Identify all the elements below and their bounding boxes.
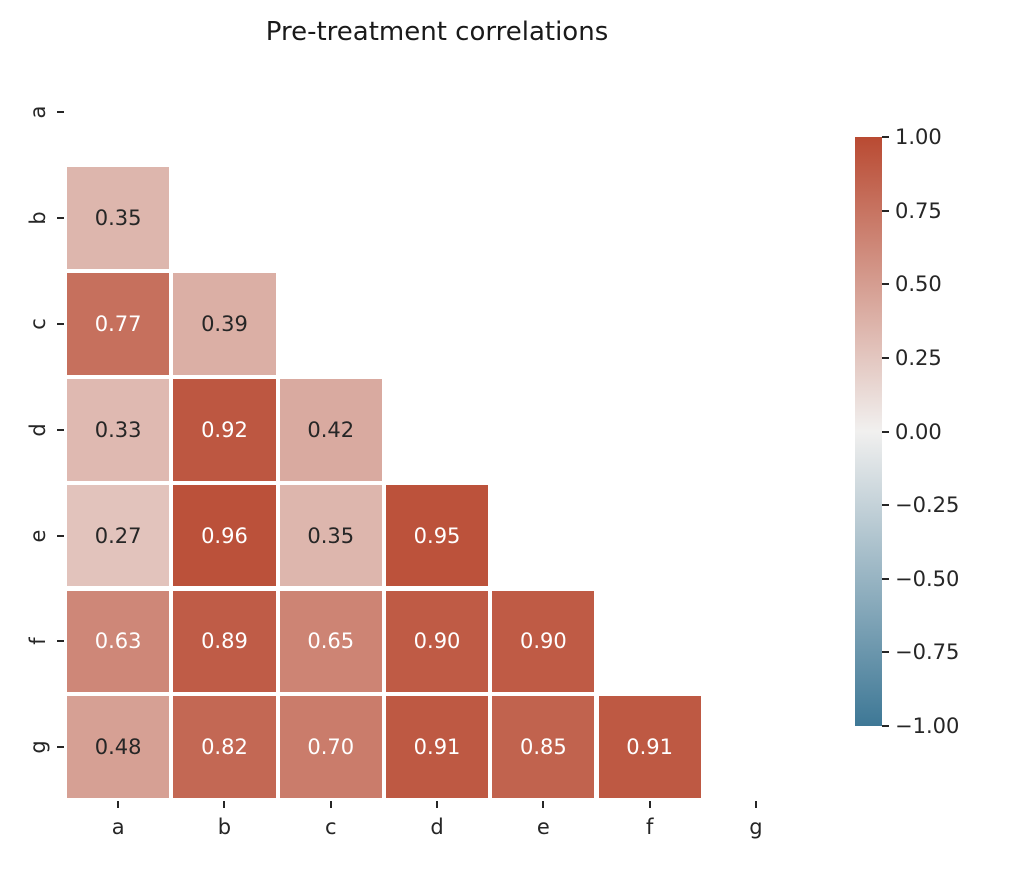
colorbar-tick-label: −0.75 (895, 640, 960, 665)
heatmap-cell-dc: 0.42 (279, 378, 382, 481)
heatmap-cell-gc: 0.70 (279, 696, 382, 799)
colorbar-gradient (855, 137, 882, 726)
x-tick-mark (648, 801, 651, 809)
colorbar-tick-mark (882, 504, 889, 507)
x-tick-mark (542, 801, 545, 809)
heatmap-cell-ea: 0.27 (67, 484, 170, 587)
x-tick-label-f: f (645, 815, 654, 840)
heatmap-cell-cb: 0.39 (173, 272, 276, 375)
y-tick-mark (57, 322, 64, 325)
x-tick-label-g: g (749, 815, 763, 840)
colorbar-tick-label: 0.25 (895, 345, 942, 370)
x-tick-mark (754, 801, 757, 809)
y-tick-label-c: c (26, 317, 50, 330)
x-tick-label-c: c (324, 815, 337, 840)
y-tick-mark (57, 428, 64, 431)
y-tick-label-f: f (26, 637, 50, 646)
colorbar-tick-label: 1.00 (895, 125, 942, 149)
heatmap-cell-ec: 0.35 (279, 484, 382, 587)
x-tick-label-e: e (536, 815, 550, 840)
x-tick-mark (436, 801, 439, 809)
colorbar-tick-label: −0.25 (895, 493, 960, 518)
x-tick-mark (117, 801, 120, 809)
x-tick-mark (329, 801, 332, 809)
colorbar-tick-mark (882, 651, 889, 654)
heatmap-cell-ed: 0.95 (385, 484, 489, 587)
heatmap-cell-gb: 0.82 (173, 696, 276, 799)
y-tick-label-a: a (26, 105, 50, 119)
heatmap-cell-ba: 0.35 (67, 166, 170, 269)
y-tick-mark (57, 110, 64, 113)
colorbar-tick-mark (882, 283, 889, 286)
colorbar-tick-mark (882, 209, 889, 212)
colorbar-tick-label: 0.75 (895, 198, 942, 223)
heatmap-cell-eb: 0.96 (173, 484, 276, 587)
heatmap-cell-ge: 0.85 (492, 696, 595, 799)
heatmap-cell-db: 0.92 (173, 378, 276, 481)
y-tick-mark (57, 216, 64, 219)
colorbar-tick-mark (882, 136, 889, 138)
chart-title: Pre-treatment correlations (265, 17, 609, 47)
y-tick-label-g: g (26, 740, 50, 755)
x-tick-mark (223, 801, 226, 809)
y-tick-label-e: e (26, 529, 50, 543)
colorbar-tick-mark (882, 577, 889, 580)
x-tick-label-a: a (111, 815, 125, 840)
heatmap-cell-fb: 0.89 (173, 590, 276, 693)
colorbar-tick-label: −0.50 (895, 566, 960, 591)
colorbar-tick-label: 0.00 (895, 419, 942, 444)
heatmap-cell-gd: 0.91 (385, 696, 489, 799)
colorbar-tick-label: 0.50 (895, 272, 942, 297)
y-tick-mark (57, 534, 64, 537)
colorbar-tick-mark (882, 430, 889, 433)
y-tick-mark (57, 640, 64, 643)
x-tick-label-d: d (430, 815, 444, 840)
heatmap-cell-ca: 0.77 (67, 272, 170, 375)
heatmap-cell-fd: 0.90 (385, 590, 489, 693)
heatmap-cell-gf: 0.91 (598, 696, 701, 799)
heatmap-cell-fc: 0.65 (279, 590, 382, 693)
heatmap-cell-fe: 0.90 (492, 590, 595, 693)
colorbar-tick-label: −1.00 (895, 714, 960, 738)
y-tick-mark (57, 746, 64, 749)
heatmap-cell-ga: 0.48 (67, 696, 170, 799)
x-tick-label-b: b (217, 815, 232, 840)
y-tick-label-b: b (26, 211, 50, 225)
y-tick-label-d: d (26, 422, 50, 437)
colorbar-tick-mark (882, 356, 889, 359)
heatmap-cell-fa: 0.63 (67, 590, 170, 693)
colorbar-tick-mark (882, 725, 889, 727)
heatmap-cell-da: 0.33 (67, 378, 170, 481)
